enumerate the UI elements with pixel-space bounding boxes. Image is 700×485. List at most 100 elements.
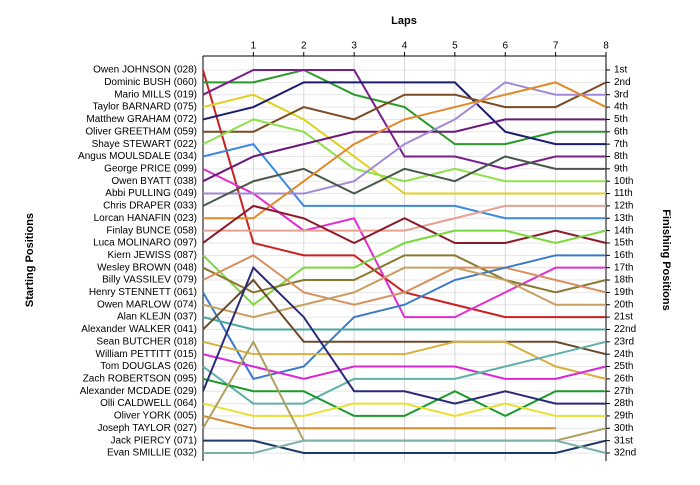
series-name: Olli CALDWELL (064) [100, 398, 197, 409]
series-name: Shaye STEWART (022) [92, 139, 197, 150]
series-line [202, 414, 556, 430]
y2-tick-label: 23rd [614, 336, 634, 347]
y2-tick-label: 16th [614, 250, 633, 261]
series-name: Henry STENNETT (061) [89, 287, 197, 298]
series-name: Alexander WALKER (041) [81, 324, 197, 335]
series-line [203, 81, 607, 220]
series-line [203, 439, 607, 454]
series-line [203, 68, 606, 146]
series-line [202, 204, 607, 245]
series-line [202, 93, 606, 195]
y2-tick-label: 2nd [614, 77, 631, 88]
y-axis-title: Starting Positions [24, 213, 36, 307]
y2-tick-label: 27th [614, 386, 633, 397]
series-name: Finlay BUNCE (058) [106, 225, 197, 236]
x-tick-label: 3 [351, 41, 357, 52]
x-tick-label: 2 [301, 41, 307, 52]
y2-tick-label: 15th [614, 238, 633, 249]
series-line [202, 254, 607, 306]
series-name: Chris DRAPER (033) [103, 201, 197, 212]
y2-tick-label: 19th [614, 287, 633, 298]
series-name: Owen BYATT (038) [111, 176, 197, 187]
y2-tick-label: 24th [614, 349, 633, 360]
series-line [202, 340, 607, 405]
y2-tick-label: 13th [614, 213, 633, 224]
x-tick-label: 8 [603, 41, 609, 52]
series-name: Kiern JEWISS (087) [108, 250, 197, 261]
series-line [202, 278, 607, 356]
series-line [202, 118, 606, 183]
series-name: Oliver YORK (005) [114, 411, 197, 422]
y2-tick-label: 31st [614, 435, 633, 446]
series-line [202, 353, 607, 380]
y2-tick-label: 17th [614, 262, 633, 273]
series-name: Angus MOULSDALE (034) [78, 151, 197, 162]
y2-tick-label: 11th [614, 188, 633, 199]
y2-axis-title: Finishing Positions [660, 209, 672, 310]
series-name: Lorcan HANAFIN (023) [94, 213, 197, 224]
x-axis-title: Laps [391, 15, 417, 27]
y2-tick-label: 12th [614, 201, 633, 212]
series-line [202, 229, 607, 307]
series-name: Jack PIERCY (071) [110, 435, 197, 446]
series-name: Billy VASSILEV (079) [102, 275, 197, 286]
x-tick-label: 4 [402, 41, 408, 52]
series-name: Wesley BROWN (048) [97, 262, 197, 273]
series-name: Matthew GRAHAM (072) [86, 114, 197, 125]
series-name: Taylor BARNARD (075) [93, 102, 197, 113]
y2-tick-label: 1st [614, 65, 628, 76]
series-line [202, 402, 606, 417]
series-name: Abbi PULLING (049) [105, 188, 197, 199]
y2-tick-label: 22nd [614, 324, 636, 335]
series-line [202, 69, 606, 170]
series-line [202, 316, 606, 331]
series-name: Mario MILLS (019) [114, 89, 197, 100]
series-name: Joseph TAYLOR (027) [98, 423, 198, 434]
series-name: Zach ROBERTSON (095) [83, 374, 197, 385]
x-tick-label: 7 [553, 41, 559, 52]
y2-tick-label: 18th [614, 275, 633, 286]
y2-tick-label: 3rd [614, 89, 628, 100]
series-line [202, 118, 606, 183]
series-name: Alan KLEJN (037) [117, 312, 197, 323]
y2-tick-label: 20th [614, 299, 633, 310]
series-line [202, 266, 606, 319]
series-name: Alexander MCDADE (029) [80, 386, 197, 397]
y2-tick-label: 32nd [614, 448, 636, 459]
series-name: Tom DOUGLAS (026) [100, 361, 197, 372]
series-line [202, 81, 606, 146]
series-name: Luca MOLINARO (097) [93, 238, 197, 249]
y2-tick-label: 29th [614, 411, 633, 422]
y2-tick-label: 26th [614, 374, 633, 385]
series-name: Owen MARLOW (074) [97, 299, 197, 310]
series-name: Owen JOHNSON (028) [93, 65, 197, 76]
series-line [203, 204, 606, 232]
y2-tick-label: 10th [614, 176, 633, 187]
series-name: Sean BUTCHER (018) [96, 336, 197, 347]
y2-tick-label: 28th [614, 398, 633, 409]
y2-tick-label: 6th [614, 126, 628, 137]
series-name: William PETTITT (015) [96, 349, 198, 360]
series-line [202, 155, 606, 207]
x-tick-label: 6 [502, 41, 508, 52]
series-line [203, 81, 606, 195]
x-tick-label: 1 [251, 41, 257, 52]
y2-tick-label: 9th [614, 163, 628, 174]
y2-tick-label: 5th [614, 114, 628, 125]
y2-tick-label: 8th [614, 151, 628, 162]
series-name: Oliver GREETHAM (059) [85, 126, 197, 137]
y2-tick-label: 30th [614, 423, 633, 434]
series-name: George PRICE (099) [104, 163, 197, 174]
series-line [202, 143, 606, 220]
series-line [203, 439, 607, 454]
x-tick-label: 5 [452, 41, 458, 52]
y2-tick-label: 21st [614, 312, 633, 323]
y2-tick-label: 25th [614, 361, 633, 372]
y2-tick-label: 4th [614, 102, 628, 113]
series-line [202, 254, 607, 294]
y2-tick-label: 7th [614, 139, 628, 150]
series-name: Evan SMILLIE (032) [107, 448, 197, 459]
series-name: Dominic BUSH (060) [104, 77, 197, 88]
series-line [202, 265, 606, 405]
